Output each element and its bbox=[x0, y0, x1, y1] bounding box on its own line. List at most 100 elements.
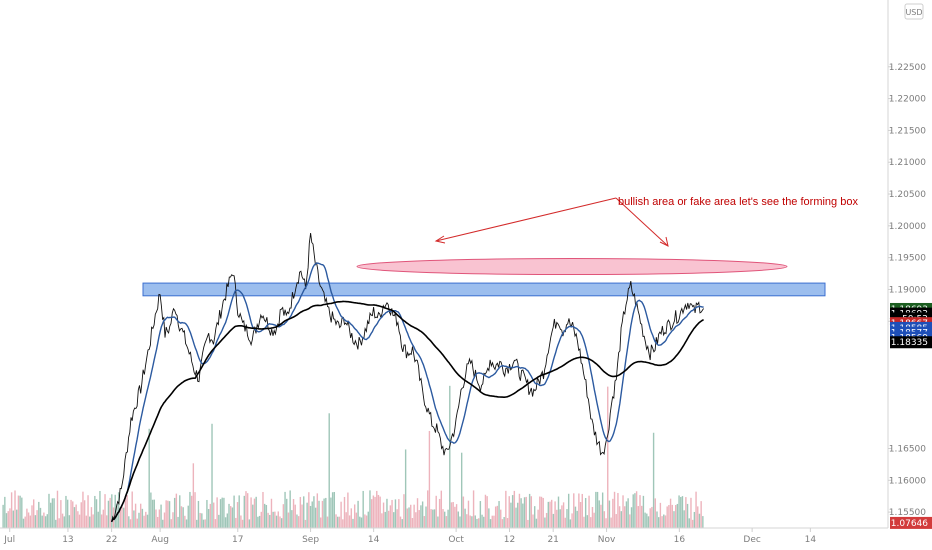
volume-bar bbox=[121, 506, 123, 528]
volume-bar bbox=[282, 504, 285, 528]
volume-bar bbox=[309, 505, 312, 528]
volume-bar bbox=[352, 518, 354, 528]
volume-bar bbox=[143, 515, 145, 528]
volume-bar bbox=[391, 499, 393, 528]
volume-bar bbox=[72, 501, 74, 528]
volume-bar bbox=[19, 495, 21, 528]
volume-bar bbox=[77, 511, 79, 528]
volume-bar bbox=[612, 498, 614, 528]
volume-bar bbox=[479, 501, 482, 528]
moving-averages bbox=[110, 262, 704, 523]
volume-bar bbox=[104, 494, 106, 528]
volume-bar bbox=[525, 496, 527, 528]
volume-bar bbox=[459, 516, 461, 528]
volume-bar bbox=[151, 499, 154, 528]
volume-bar bbox=[617, 493, 619, 528]
volume-bar bbox=[639, 495, 641, 528]
y-tick-label: 1.19000 bbox=[889, 285, 926, 295]
volume-bar bbox=[450, 502, 453, 528]
volume-bar bbox=[600, 504, 602, 528]
volume-bar bbox=[313, 496, 315, 528]
resistance-zone[interactable] bbox=[142, 282, 826, 297]
volume-bar bbox=[24, 516, 26, 528]
volume-bar bbox=[467, 500, 470, 528]
y-tick-label: 1.16500 bbox=[889, 444, 926, 454]
volume-bar bbox=[55, 519, 57, 528]
volume-bar bbox=[537, 509, 539, 528]
volume-bar bbox=[472, 490, 475, 528]
volume-bar bbox=[416, 498, 419, 528]
price-line-layer bbox=[111, 233, 704, 522]
volume-bar bbox=[258, 515, 261, 528]
volume-bar bbox=[449, 385, 451, 528]
volume-bar bbox=[119, 507, 122, 528]
volume-bar bbox=[56, 490, 59, 528]
volume-bar bbox=[223, 497, 225, 528]
volume-bar bbox=[494, 506, 497, 528]
volume-bar bbox=[226, 513, 229, 528]
volume-bar bbox=[440, 490, 443, 528]
volume-bar bbox=[360, 517, 363, 528]
volume-bar bbox=[464, 508, 466, 528]
volume-bar bbox=[292, 499, 295, 528]
volume-bar bbox=[501, 519, 504, 528]
currency-badge[interactable]: USD bbox=[904, 3, 924, 20]
volume-bar bbox=[410, 504, 412, 528]
volume-bar bbox=[518, 493, 521, 528]
volume-bar bbox=[664, 515, 667, 528]
volume-bar bbox=[4, 496, 6, 528]
y-tick-label: 1.20000 bbox=[889, 222, 926, 232]
annotation-layer: bullish area or fake area let's see the … bbox=[434, 196, 858, 247]
volume-bar bbox=[523, 497, 526, 528]
volume-bar bbox=[323, 498, 325, 528]
volume-bar bbox=[194, 492, 196, 528]
volume-bar bbox=[430, 509, 432, 528]
volume-bar bbox=[68, 515, 71, 528]
volume-bar bbox=[435, 495, 437, 528]
volume-bar bbox=[85, 515, 88, 528]
x-tick-label: Jul bbox=[3, 535, 15, 545]
volume-bar bbox=[342, 519, 344, 528]
volume-bar bbox=[325, 497, 327, 528]
volume-bar bbox=[32, 499, 35, 528]
volume-bar bbox=[163, 512, 166, 528]
volume-bar bbox=[591, 506, 594, 528]
volume-bar bbox=[138, 512, 140, 528]
volume-bar bbox=[437, 516, 439, 528]
volume-bar bbox=[27, 512, 30, 528]
volume-bar bbox=[647, 516, 650, 528]
volume-bar bbox=[630, 507, 633, 528]
volume-bar bbox=[693, 511, 696, 528]
volume-bar bbox=[124, 497, 127, 528]
volume-bar bbox=[252, 504, 254, 528]
volume-bar bbox=[250, 497, 252, 528]
volume-bar bbox=[698, 513, 701, 528]
volume-bar bbox=[80, 502, 82, 528]
volume-bar bbox=[457, 511, 459, 528]
annotation-text: bullish area or fake area let's see the … bbox=[618, 196, 858, 208]
x-tick-label: 17 bbox=[232, 535, 243, 545]
volume-bar bbox=[248, 519, 251, 528]
volume-bar bbox=[566, 509, 568, 528]
x-tick-label: Dec bbox=[743, 535, 760, 545]
volume-bar bbox=[455, 504, 458, 528]
volume-bar bbox=[263, 503, 266, 528]
target-ellipse[interactable] bbox=[356, 258, 788, 276]
volume-bar bbox=[578, 493, 580, 528]
x-tick-label: 16 bbox=[674, 535, 686, 545]
arrow-head-left bbox=[434, 235, 446, 244]
volume-bar bbox=[549, 501, 551, 528]
volume-bar bbox=[294, 504, 296, 528]
volume-bar bbox=[644, 512, 646, 528]
volume-bar bbox=[265, 504, 268, 528]
volume-bar bbox=[367, 511, 369, 528]
volume-bar bbox=[199, 512, 201, 528]
volume-bar bbox=[206, 499, 208, 528]
volume-bar bbox=[22, 518, 25, 528]
volume-bar bbox=[269, 514, 271, 528]
volume-bar bbox=[669, 498, 672, 528]
volume-bar bbox=[146, 514, 149, 528]
volume-bar bbox=[657, 517, 660, 528]
volume-bar bbox=[382, 502, 385, 528]
volume-bar bbox=[659, 502, 662, 528]
